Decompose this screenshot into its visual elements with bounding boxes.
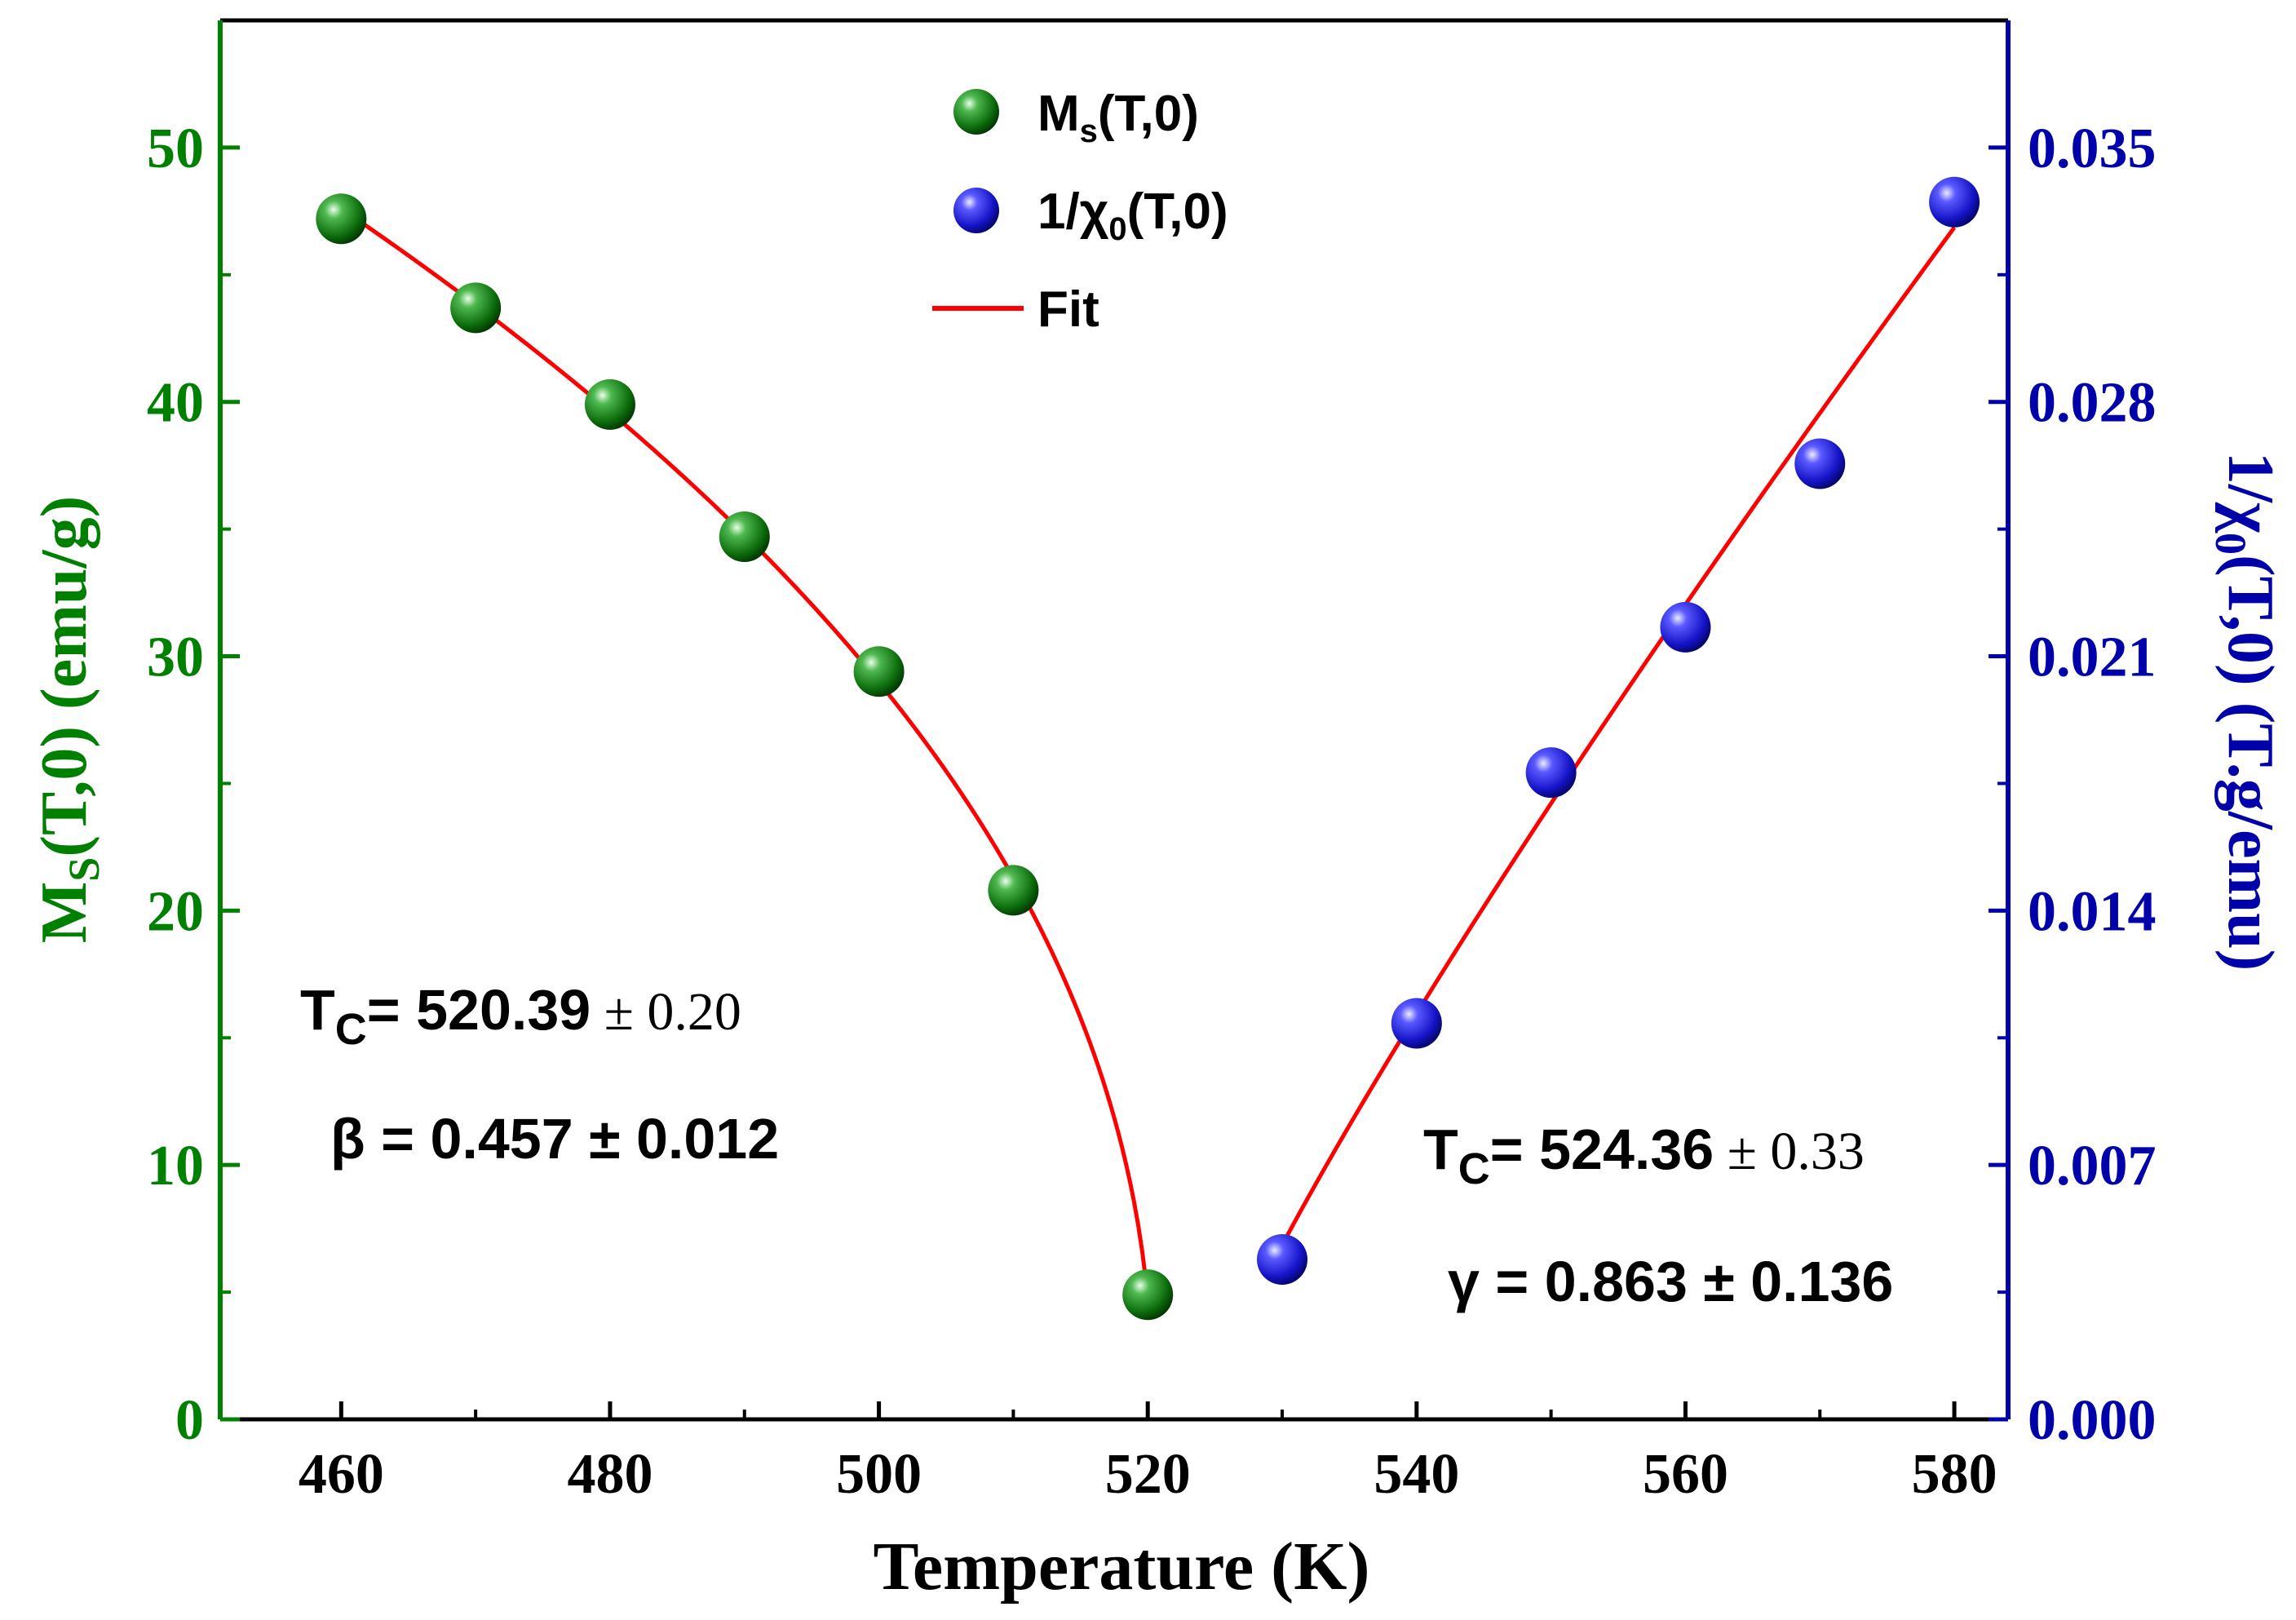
legend-label-chi: 1/χ0(T,0) [1037,184,1228,247]
legend: Ms(T,0) 1/χ0(T,0) Fit [932,86,1228,338]
series-chi-points [1257,176,1980,1285]
series-ms-points [316,193,1174,1321]
annotation-tc-right-symbol: T [1423,1118,1458,1181]
data-point-chi [1660,601,1711,653]
left-tick-label: 20 [147,880,204,943]
right-axis-title: 1/χ0(T,0) (T.g/emu) [2206,452,2286,971]
right-axis-title-rest: (T,0) (T.g/emu) [2214,555,2286,971]
data-point-chi [1525,747,1577,799]
data-point-ms [1122,1269,1174,1321]
fit-curve-chi [1280,226,1957,1246]
x-axis-ticks: 460 480 500 520 540 560 580 [299,1401,1997,1506]
data-point-ms [988,865,1039,916]
legend-marker-ms [953,89,999,135]
annotation-tc-left-error: ± 0.20 [591,982,741,1042]
data-point-chi [1794,438,1846,489]
right-tick-label: 0.000 [2028,1389,2157,1452]
annotation-tc-right-sub: C [1458,1144,1490,1193]
data-point-ms [853,646,905,697]
left-tick-label: 30 [147,626,204,689]
left-axis-title-rest: (T,0) (emu/g) [29,496,100,857]
data-point-ms [584,378,635,430]
legend-label-chi-main: 1/χ [1037,184,1109,240]
left-tick-label: 40 [147,372,204,435]
left-tick-label: 50 [147,117,204,180]
annotation-gamma: γ = 0.863 ± 0.136 [1448,1250,1893,1313]
data-point-ms [316,193,367,245]
annotation-tc-left-sub: C [335,1005,367,1054]
right-axis-ticks: 0.000 0.007 0.014 0.021 0.028 0.035 [1989,117,2157,1452]
legend-label-ms: Ms(T,0) [1037,86,1199,149]
legend-marker-chi [953,188,999,233]
data-point-ms [719,511,770,562]
x-tick-label: 540 [1374,1443,1459,1506]
left-tick-label: 0 [175,1389,204,1452]
right-tick-label: 0.021 [2028,626,2157,689]
legend-label-chi-sub: 0 [1108,211,1126,247]
left-axis-title-main: M [29,882,100,944]
annotation-beta: β = 0.457 ± 0.012 [330,1107,779,1171]
annotation-tc-right-value: = 524.36 [1490,1118,1714,1181]
right-axis-title-sub: 0 [2206,533,2255,555]
right-axis-title-pre: 1/χ [2214,452,2286,533]
legend-label-ms-rest: (T,0) [1098,86,1199,142]
legend-label-ms-main: M [1037,86,1080,142]
data-point-chi [1257,1234,1308,1285]
annotation-tc-left-symbol: T [300,978,335,1042]
left-tick-label: 10 [147,1135,204,1197]
x-tick-label: 480 [567,1443,653,1506]
data-point-chi [1929,176,1980,228]
annotation-tc-right: TC= 524.36 ± 0.33 [1423,1118,1865,1193]
left-axis-title-sub: S [60,857,108,882]
right-tick-label: 0.028 [2028,372,2157,435]
right-tick-label: 0.007 [2028,1135,2157,1197]
x-axis-title: Temperature (K) [874,1529,1370,1605]
annotation-tc-left: TC= 520.39 ± 0.20 [300,978,741,1054]
annotation-tc-right-error: ± 0.33 [1714,1122,1865,1181]
x-tick-label: 460 [299,1443,384,1506]
data-point-chi [1391,998,1442,1049]
left-axis-ticks: 0 10 20 30 40 50 [147,117,240,1452]
legend-label-chi-rest: (T,0) [1127,184,1228,240]
legend-label-ms-sub: s [1080,113,1098,149]
x-tick-label: 520 [1105,1443,1191,1506]
x-tick-label: 560 [1643,1443,1728,1506]
right-tick-label: 0.035 [2028,117,2157,180]
right-tick-label: 0.014 [2028,880,2157,943]
x-tick-label: 500 [836,1443,922,1506]
legend-label-fit: Fit [1037,281,1099,338]
data-point-ms [450,282,502,334]
x-tick-label: 580 [1912,1443,1997,1506]
annotation-tc-left-value: = 520.39 [367,978,591,1042]
left-axis-title: MS(T,0) (emu/g) [29,496,108,943]
